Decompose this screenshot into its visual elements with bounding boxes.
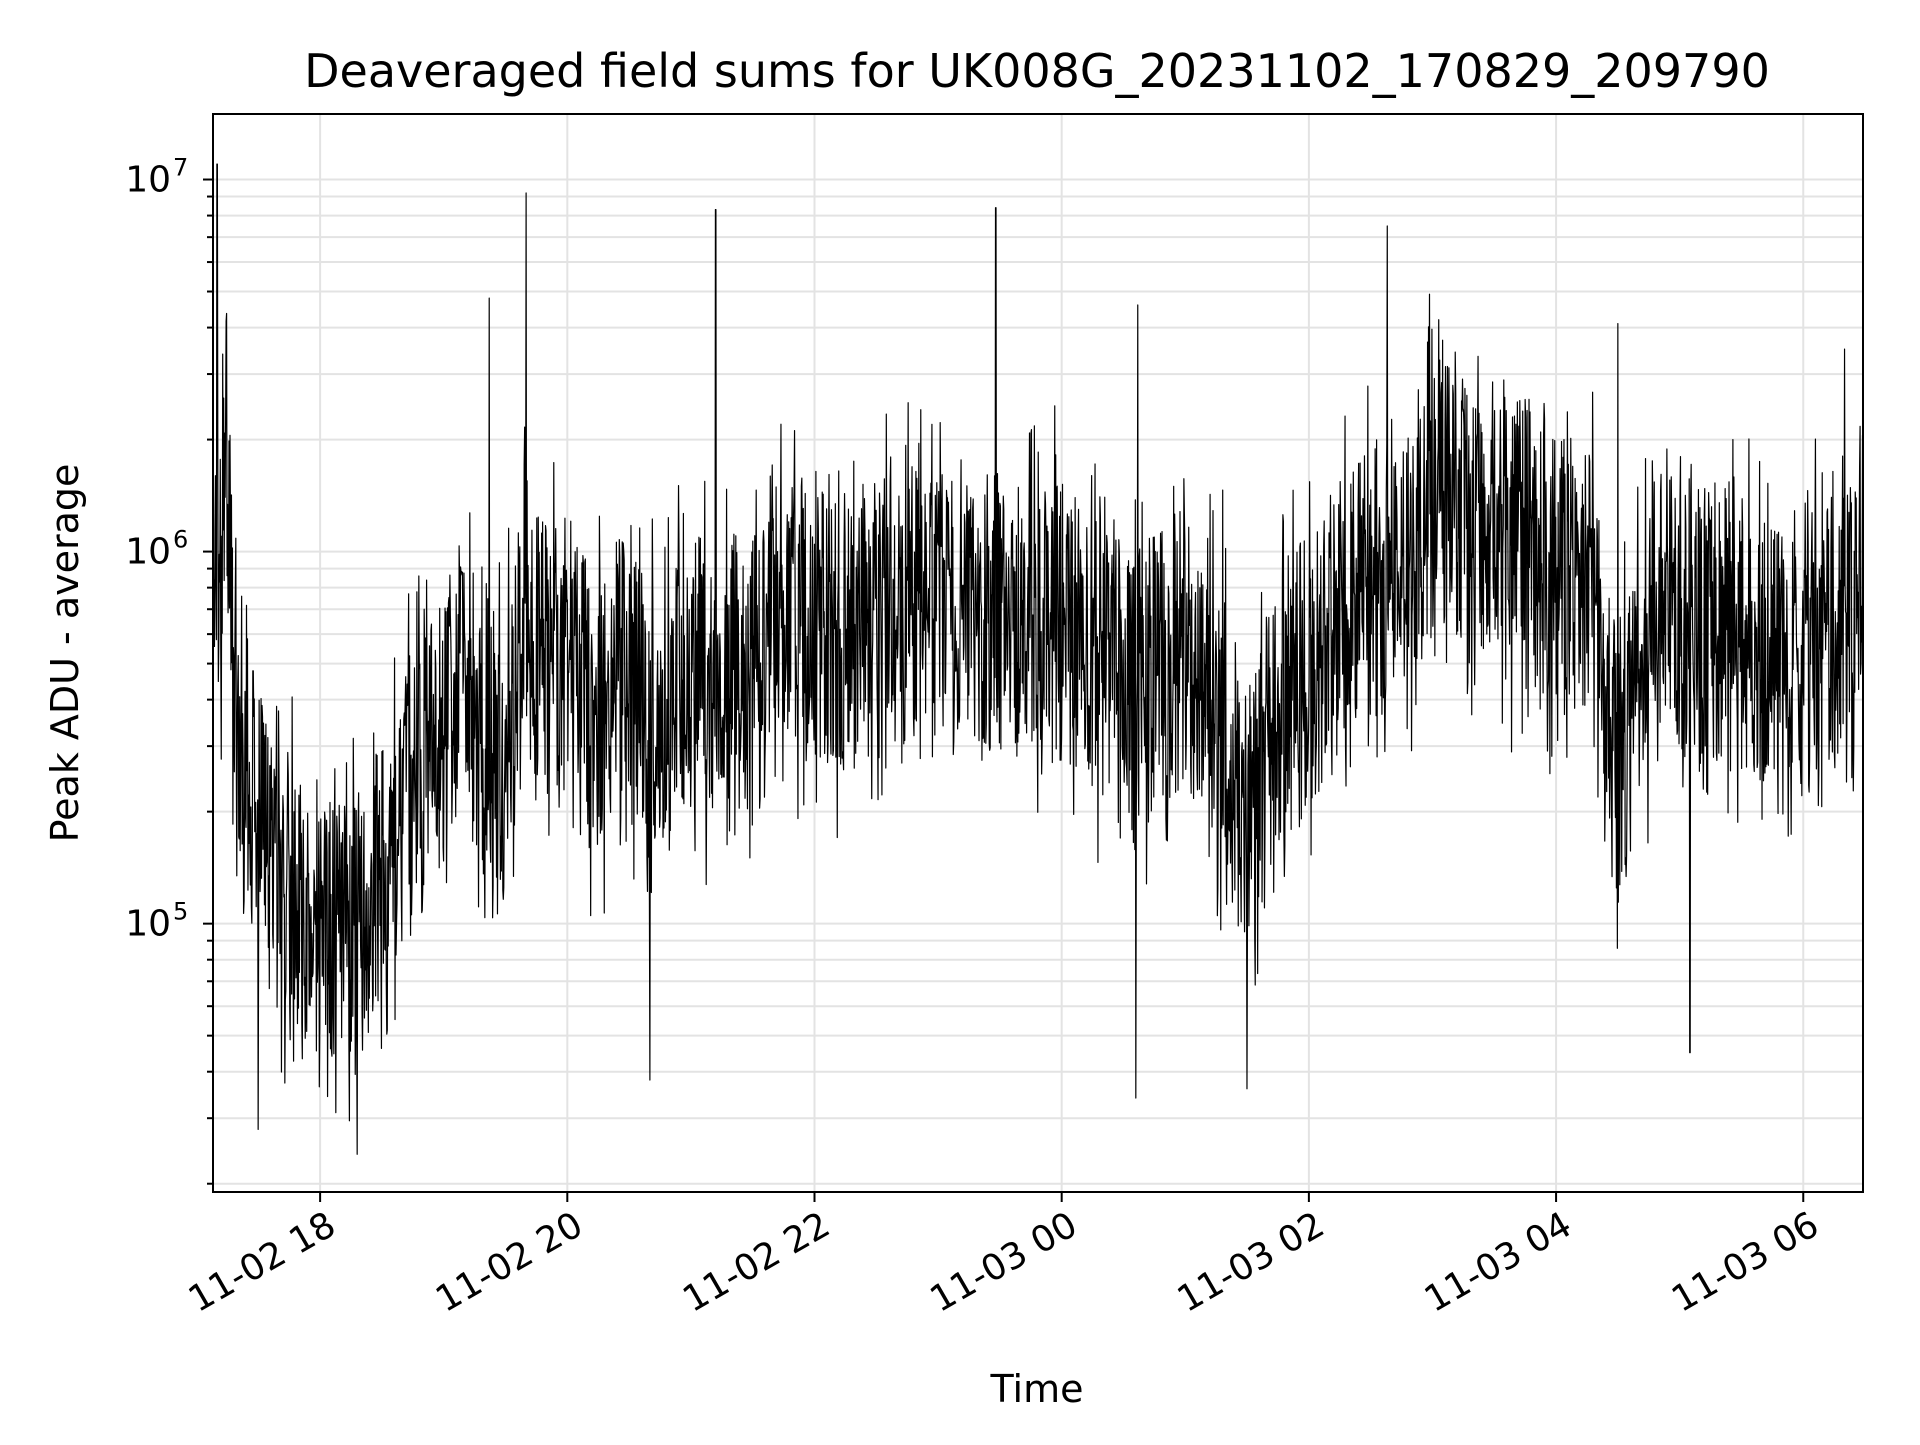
chart-title: Deaveraged field sums for UK008G_2023110… [304, 44, 1770, 98]
x-axis-label: Time [990, 1367, 1084, 1411]
y-axis-label: Peak ADU - average [43, 464, 87, 843]
y-tick-label: 10 [125, 904, 171, 945]
y-tick-exponent: 6 [173, 526, 188, 554]
plot-area [213, 163, 1863, 1155]
y-tick-exponent: 7 [173, 154, 188, 182]
y-tick-label: 10 [125, 532, 171, 573]
plot-frame [212, 113, 1864, 1193]
y-tick-exponent: 5 [173, 898, 188, 926]
y-tick-label: 10 [125, 160, 171, 201]
series-line [213, 163, 1863, 1155]
